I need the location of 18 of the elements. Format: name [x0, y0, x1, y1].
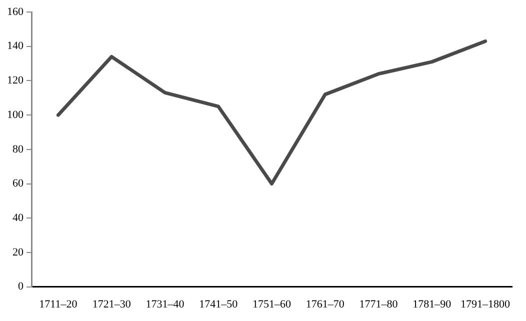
x-tick-label: 1731–40 [146, 298, 185, 310]
y-tick-label: 0 [18, 280, 24, 293]
y-tick-label: 140 [7, 40, 24, 52]
y-tick-label: 40 [12, 212, 24, 224]
y-tick-label: 60 [12, 178, 24, 190]
x-tick-label: 1761–70 [306, 298, 345, 310]
x-tick-label: 1741–50 [199, 298, 238, 310]
x-tick-label: 1721–30 [92, 298, 132, 310]
y-tick-label: 120 [7, 74, 24, 87]
y-tick-label: 80 [12, 143, 24, 156]
x-tick-label: 1711–20 [39, 298, 78, 310]
y-tick-label: 100 [7, 108, 24, 121]
y-tick-label: 20 [12, 246, 24, 258]
x-tick-label: 1781–90 [412, 298, 452, 310]
y-tick-label: 160 [7, 6, 24, 18]
x-tick-label: 1771–80 [359, 298, 398, 310]
x-tick-label: 1751–60 [252, 298, 292, 310]
x-tick-label: 1791–1800 [460, 298, 511, 310]
